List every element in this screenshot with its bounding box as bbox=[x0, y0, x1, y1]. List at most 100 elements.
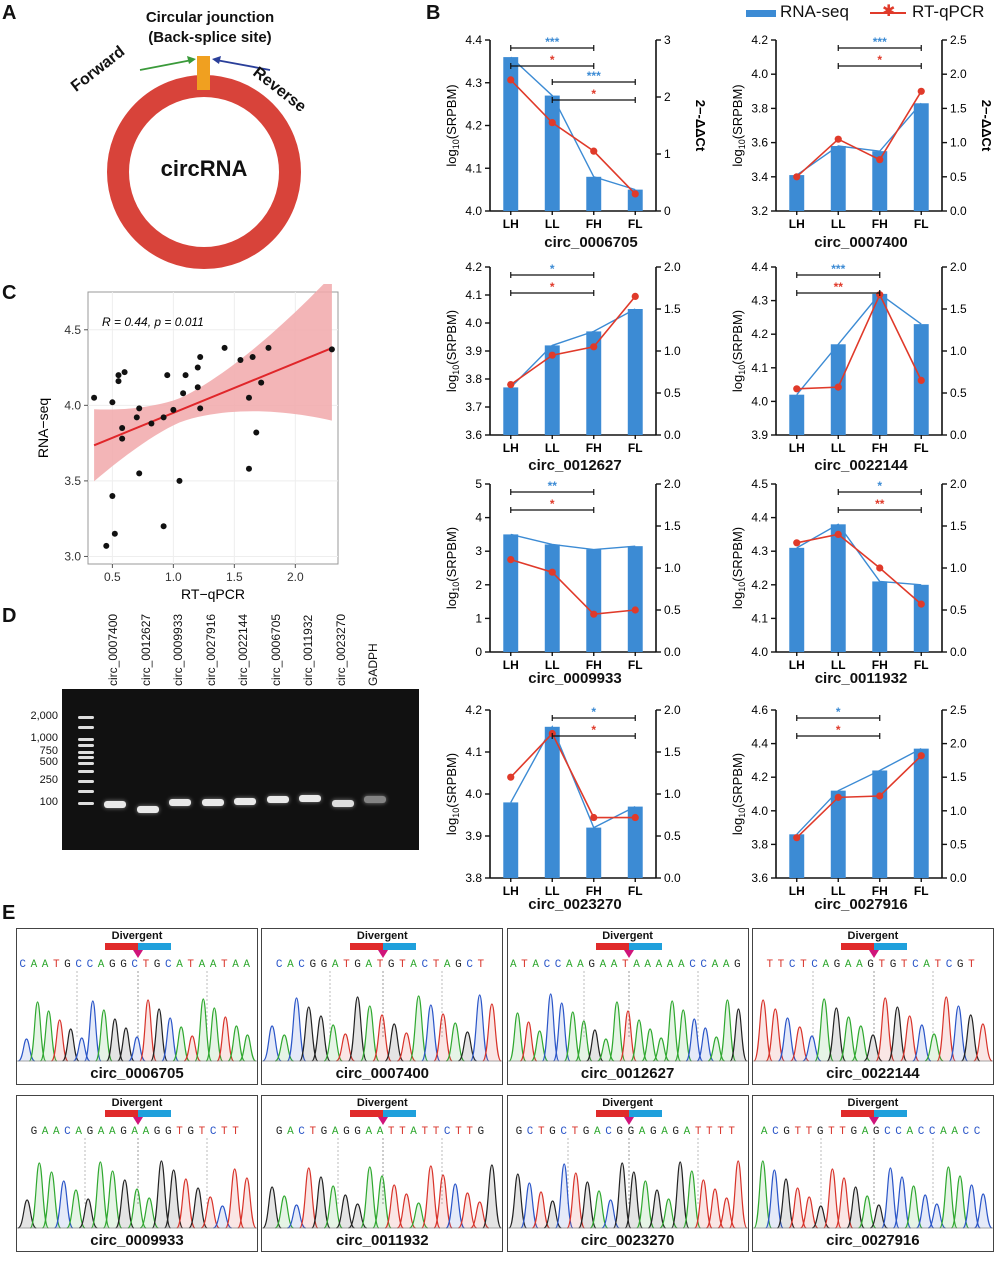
chromatogram-peak bbox=[948, 1005, 969, 1062]
divergent-bar-blue bbox=[873, 1110, 907, 1117]
x-tick-label: LL bbox=[545, 658, 560, 672]
chromatogram-trace bbox=[262, 1110, 503, 1229]
point-rtqpcr bbox=[548, 351, 556, 359]
ladder-band bbox=[78, 790, 94, 793]
gel-image bbox=[62, 689, 419, 850]
chart-title: circ_0022144 bbox=[814, 457, 908, 474]
chromatogram-peak bbox=[83, 1000, 102, 1062]
y2-tick-label: 0.5 bbox=[664, 829, 681, 843]
chart-circ-0023270: 3.8 3.9 4.0 4.1 4.2 0.0 0.5 1.0 1.5 2.0 LH LL FH FL lo… bbox=[432, 698, 714, 920]
chromatogram-peak bbox=[629, 1019, 648, 1062]
y2-tick-label: 1.0 bbox=[664, 344, 681, 358]
chromatogram-peak bbox=[360, 1166, 380, 1229]
x-tick-label: LH bbox=[789, 884, 805, 898]
bar-rnaseq bbox=[789, 394, 805, 435]
bar-rnaseq bbox=[872, 770, 888, 878]
y-tick-label: 4.1 bbox=[465, 288, 482, 302]
x-tick-label: FL bbox=[628, 658, 643, 672]
chromatogram-peak bbox=[612, 1162, 632, 1229]
y-tick-label: 4.6 bbox=[751, 703, 768, 717]
divergent-bar-red bbox=[105, 1110, 138, 1117]
sequence-text: TTCTCAGAAGTGTCATCGT bbox=[766, 959, 980, 971]
chromatogram-peak bbox=[115, 1179, 135, 1229]
chart-circ-0011932: 4.0 4.1 4.2 4.3 4.4 4.5 0.0 0.5 1.0 1.5 2.0 LH LL FH F… bbox=[718, 472, 996, 694]
point-rtqpcr bbox=[917, 600, 925, 608]
bar-rnaseq bbox=[544, 95, 560, 211]
chromatogram-peak bbox=[163, 1169, 184, 1229]
x-tick-label: LL bbox=[831, 217, 846, 231]
y-tick-label: 3.7 bbox=[465, 400, 482, 414]
chromatogram-peak bbox=[176, 1178, 196, 1229]
ladder-size-label: 1,000 bbox=[30, 732, 58, 744]
divergent-label: Divergent bbox=[602, 930, 653, 942]
chromatogram-peak bbox=[470, 994, 490, 1062]
divergent-label: Divergent bbox=[602, 1097, 653, 1109]
y-axis-label: log10(SRPBM) bbox=[730, 753, 747, 835]
chromatogram-name: circ_0023270 bbox=[580, 1232, 675, 1249]
y-axis-label: log10(SRPBM) bbox=[444, 527, 461, 609]
gel-band bbox=[136, 806, 159, 813]
chromatogram-name: circ_0009933 bbox=[90, 1232, 184, 1249]
chromatogram-peak bbox=[834, 1177, 854, 1229]
sig-stars: * bbox=[836, 705, 841, 719]
chromatogram-peak bbox=[939, 1166, 958, 1229]
chromatogram-peak bbox=[647, 1189, 666, 1229]
chromatogram-peak bbox=[508, 1012, 526, 1062]
y-tick-label: 4.0 bbox=[751, 394, 768, 408]
chromatogram-panel: Divergent GACTGAGGAATTATTCTTG circ_0011932 bbox=[261, 1095, 504, 1252]
bar-rnaseq bbox=[586, 176, 602, 211]
chart-circ-0006705: 4.0 4.1 4.2 4.3 4.4 0 1 2 3 LH LL FH FL log10(SRPBM) 2… bbox=[432, 28, 714, 253]
chromatogram-peak bbox=[618, 1010, 637, 1062]
chromatogram-peak bbox=[150, 1008, 168, 1062]
scatter-point bbox=[164, 372, 171, 379]
sig-stars: ** bbox=[834, 280, 844, 294]
y-axis-label: log10(SRPBM) bbox=[730, 310, 747, 392]
chromatogram-peak bbox=[519, 1182, 539, 1229]
chromatogram-peak bbox=[287, 997, 307, 1062]
schematic-title: Circular jounction (Back-splice site) bbox=[60, 8, 360, 48]
gel-lane-label: circ_0023270 bbox=[333, 613, 348, 686]
y-axis-label: log10(SRPBM) bbox=[730, 527, 747, 609]
y-tick-label: 3 bbox=[475, 544, 482, 558]
y-tick-label: 4.0 bbox=[465, 316, 482, 330]
point-rtqpcr bbox=[507, 381, 515, 389]
chromatogram-peak bbox=[705, 1188, 724, 1229]
chart-circ-0012627: 3.6 3.7 3.8 3.9 4.0 4.1 4.2 0.0 0.5 1.0 1.5 2.0 LH LL… bbox=[432, 255, 714, 477]
chromatogram-peak bbox=[508, 1173, 527, 1229]
chromatogram-peak bbox=[348, 996, 368, 1062]
chromatogram-peak bbox=[682, 1170, 701, 1229]
chromatogram-peak bbox=[662, 1000, 681, 1062]
y2-tick-label: 0.0 bbox=[950, 645, 967, 659]
bar-rnaseq bbox=[789, 547, 805, 652]
x-tick-label: 2.0 bbox=[287, 570, 304, 584]
x-tick-label: LH bbox=[789, 441, 805, 455]
scatter-point bbox=[133, 414, 140, 421]
bar-rnaseq bbox=[830, 146, 846, 211]
point-rtqpcr bbox=[507, 773, 515, 781]
chart-title: circ_0006705 bbox=[544, 234, 638, 251]
forward-arrowhead bbox=[187, 56, 196, 64]
circrna-diagram bbox=[107, 56, 301, 269]
chromatogram-peak bbox=[753, 999, 773, 1062]
y2-tick-label: 1.0 bbox=[950, 344, 967, 358]
y-tick-label: 3.8 bbox=[751, 837, 768, 851]
y-tick-label: 3.9 bbox=[465, 829, 482, 843]
y2-tick-label: 0.0 bbox=[950, 428, 967, 442]
forward-primer-arrow bbox=[139, 59, 193, 71]
chromatogram-peak bbox=[765, 1169, 784, 1229]
sequence-text: GACTGAGGAATTATTCTTG bbox=[275, 1126, 489, 1138]
scatter-point bbox=[182, 372, 189, 379]
bar-rnaseq bbox=[544, 726, 560, 878]
chromatogram-peak bbox=[670, 1161, 690, 1229]
y2-tick-label: 2.0 bbox=[950, 67, 967, 81]
point-rtqpcr bbox=[631, 190, 639, 198]
sig-stars: * bbox=[877, 479, 882, 493]
reverse-primer-arrow bbox=[215, 59, 271, 71]
chromatogram-peak bbox=[421, 1004, 441, 1062]
point-rtqpcr bbox=[793, 834, 801, 842]
x-tick-label: FL bbox=[914, 441, 929, 455]
ladder-band bbox=[78, 770, 94, 773]
line-rnaseq bbox=[796, 748, 922, 835]
chromatogram-peak bbox=[262, 1025, 283, 1062]
chromatogram-peak bbox=[482, 1164, 502, 1229]
